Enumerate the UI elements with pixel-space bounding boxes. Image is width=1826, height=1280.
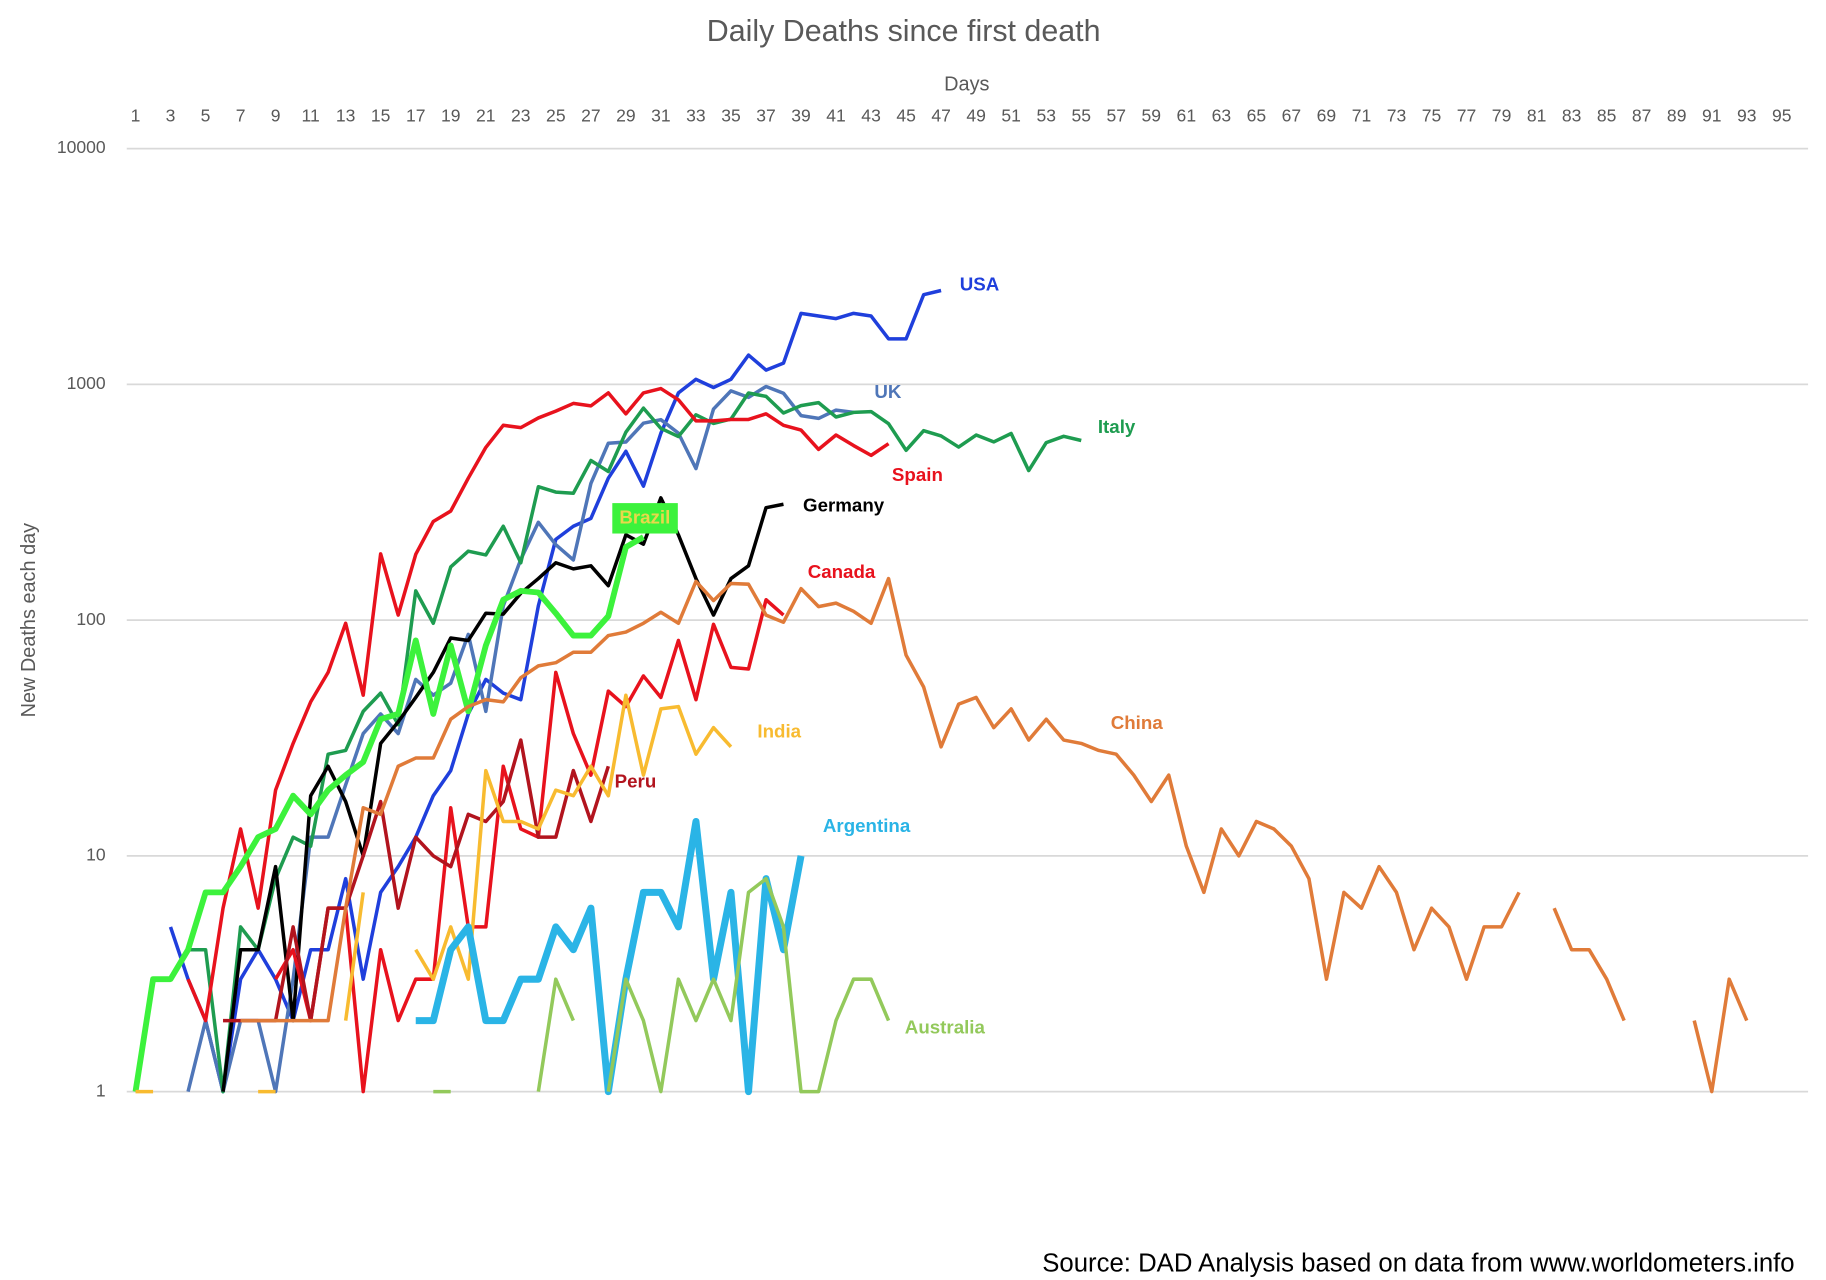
x-tick-label: 1 xyxy=(131,106,141,126)
x-tick-label: 39 xyxy=(791,106,811,126)
x-tick-label: 41 xyxy=(826,106,846,126)
y-tick-label: 1 xyxy=(96,1080,106,1100)
series-label: Spain xyxy=(892,464,943,485)
x-tick-label: 45 xyxy=(896,106,916,126)
x-tick-label: 87 xyxy=(1632,106,1652,126)
series-label: Italy xyxy=(1098,416,1136,437)
y-tick-label: 10 xyxy=(86,845,106,865)
series-label: Peru xyxy=(615,771,657,792)
x-tick-label: 63 xyxy=(1212,106,1232,126)
x-tick-label: 9 xyxy=(271,106,281,126)
x-tick-label: 15 xyxy=(371,106,391,126)
x-tick-label: 67 xyxy=(1282,106,1302,126)
x-tick-label: 19 xyxy=(441,106,461,126)
x-tick-label: 77 xyxy=(1457,106,1477,126)
x-tick-label: 13 xyxy=(336,106,356,126)
series-line xyxy=(132,534,645,1093)
x-tick-label: 81 xyxy=(1527,106,1547,126)
x-tick-label: 31 xyxy=(651,106,671,126)
x-tick-label: 65 xyxy=(1247,106,1267,126)
series-line xyxy=(135,693,733,1094)
x-tick-label: 29 xyxy=(616,106,636,126)
x-tick-label: 75 xyxy=(1422,106,1442,126)
x-tick-label: 33 xyxy=(686,106,706,126)
series-label: Canada xyxy=(808,561,876,582)
series-line xyxy=(186,386,890,1023)
series-line xyxy=(415,817,805,1096)
x-tick-label: 71 xyxy=(1352,106,1372,126)
series-line xyxy=(223,738,611,1023)
x-tick-label: 43 xyxy=(861,106,881,126)
x-tick-label: 49 xyxy=(966,106,986,126)
x-tick-label: 21 xyxy=(476,106,496,126)
x-tick-label: 59 xyxy=(1142,106,1162,126)
x-tick-label: 69 xyxy=(1317,106,1337,126)
x-tick-label: 47 xyxy=(931,106,951,126)
x-tick-label: 61 xyxy=(1177,106,1197,126)
x-tick-label: 17 xyxy=(406,106,426,126)
x-tick-label: 25 xyxy=(546,106,566,126)
series-label: Argentina xyxy=(823,815,911,836)
series-label: Brazil xyxy=(619,506,670,527)
y-tick-label: 10000 xyxy=(57,137,106,157)
x-tick-label: 57 xyxy=(1107,106,1127,126)
x-tick-label: 7 xyxy=(236,106,246,126)
x-tick-label: 85 xyxy=(1597,106,1617,126)
chart-title: Daily Deaths since first death xyxy=(707,14,1101,48)
x-tick-label: 79 xyxy=(1492,106,1512,126)
x-tick-label: 93 xyxy=(1737,106,1757,126)
series-line xyxy=(274,597,785,1094)
x-tick-label: 23 xyxy=(511,106,531,126)
series-label: USA xyxy=(960,273,1000,294)
series-label: Australia xyxy=(905,1016,986,1037)
x-tick-label: 95 xyxy=(1772,106,1792,126)
x-tick-label: 83 xyxy=(1562,106,1582,126)
series-line xyxy=(133,391,1082,1094)
x-tick-label: 3 xyxy=(166,106,176,126)
y-tick-label: 1000 xyxy=(67,373,106,393)
y-axis-label: New Deaths each day xyxy=(18,523,40,718)
source-note: Source: DAD Analysis based on data from … xyxy=(1042,1250,1794,1278)
y-tick-label: 100 xyxy=(76,609,106,629)
x-tick-label: 11 xyxy=(302,106,320,126)
x-axis-label: Days xyxy=(944,74,989,96)
x-tick-label: 37 xyxy=(756,106,776,126)
x-tick-label: 73 xyxy=(1387,106,1407,126)
x-tick-label: 55 xyxy=(1071,106,1091,126)
x-tick-label: 89 xyxy=(1667,106,1687,126)
series-label: India xyxy=(757,720,801,741)
x-tick-label: 5 xyxy=(201,106,211,126)
lines xyxy=(132,288,1749,1096)
x-tick-label: 53 xyxy=(1036,106,1056,126)
series-labels: USA UK Italy Spain Germany Brazil Canada Peru In… xyxy=(612,273,1163,1037)
series-line xyxy=(221,496,784,1092)
series-label: Germany xyxy=(803,495,885,516)
x-tick-label: 51 xyxy=(1001,106,1021,126)
series-label: UK xyxy=(874,381,902,402)
x-tick-label: 91 xyxy=(1702,106,1722,126)
series-line xyxy=(168,288,942,1094)
label-box xyxy=(612,503,678,534)
x-tick-label: 27 xyxy=(581,106,601,126)
series-label: China xyxy=(1111,712,1164,733)
series-line xyxy=(433,876,891,1094)
series-line xyxy=(240,576,1749,1094)
x-tick-label: 35 xyxy=(721,106,741,126)
